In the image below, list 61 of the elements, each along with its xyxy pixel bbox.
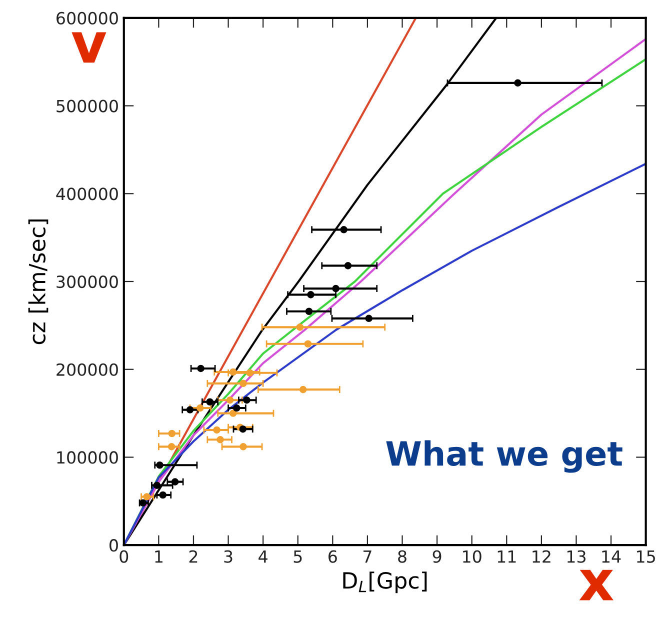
point (240, 380, 247, 388)
point (168, 430, 176, 438)
point (168, 443, 176, 450)
point (206, 398, 214, 406)
x-tick-label: 7 (364, 550, 372, 563)
point (305, 308, 313, 316)
x-tick-label: 12 (532, 550, 550, 563)
point (232, 404, 240, 412)
point (213, 426, 220, 434)
x-tick-label: 0 (120, 550, 128, 563)
point (226, 396, 234, 404)
point (143, 493, 150, 500)
point (332, 284, 340, 292)
point (514, 79, 522, 87)
point (196, 404, 204, 412)
x-tick-label: 4 (258, 550, 268, 563)
x-tick-label: 10 (463, 550, 482, 563)
x-tick-label: 2 (189, 550, 198, 563)
y-tick-label: 100000 (57, 451, 118, 464)
point (340, 226, 348, 234)
x-tick-label: 15 (637, 550, 655, 563)
x-tick-label: 13 (567, 550, 586, 563)
x-tick-label: 9 (432, 550, 442, 563)
text: v (72, 32, 106, 63)
point (216, 436, 224, 444)
y-tick-label: 0 (110, 539, 118, 552)
x-axis-title: D$_{L}$[Gpc] (343, 572, 427, 594)
text: x (579, 570, 614, 600)
x-tick-label: 5 (294, 550, 302, 563)
x-tick-label: 1 (155, 550, 162, 563)
point (246, 369, 254, 377)
point (197, 364, 204, 372)
point (139, 499, 147, 507)
point (239, 425, 247, 433)
point (230, 368, 237, 376)
y-tick-label: 400000 (56, 188, 118, 200)
annotation: What we get (386, 440, 622, 473)
point (243, 396, 250, 404)
point (240, 443, 247, 450)
x-tick-label: 3 (224, 550, 232, 563)
point (230, 410, 237, 417)
y-axis-title: cz [km/sec] (28, 220, 48, 344)
y-tick-label: 300000 (56, 275, 118, 288)
point (171, 478, 179, 486)
point (365, 314, 372, 322)
point (186, 406, 194, 414)
point (296, 324, 304, 331)
point (344, 262, 352, 270)
y-tick-label: 500000 (56, 100, 118, 112)
point (159, 491, 167, 499)
point (156, 461, 164, 469)
point (153, 482, 161, 489)
point (299, 386, 307, 394)
point (307, 291, 314, 298)
x-tick-label: 8 (398, 550, 406, 563)
y-tick-label: 200000 (56, 363, 118, 376)
x-tick-label: 6 (328, 550, 337, 563)
x-tick-label: 11 (498, 550, 516, 563)
x-tick-label: 14 (602, 550, 621, 563)
y-tick-label: 600000 (56, 12, 118, 24)
point (304, 340, 312, 348)
